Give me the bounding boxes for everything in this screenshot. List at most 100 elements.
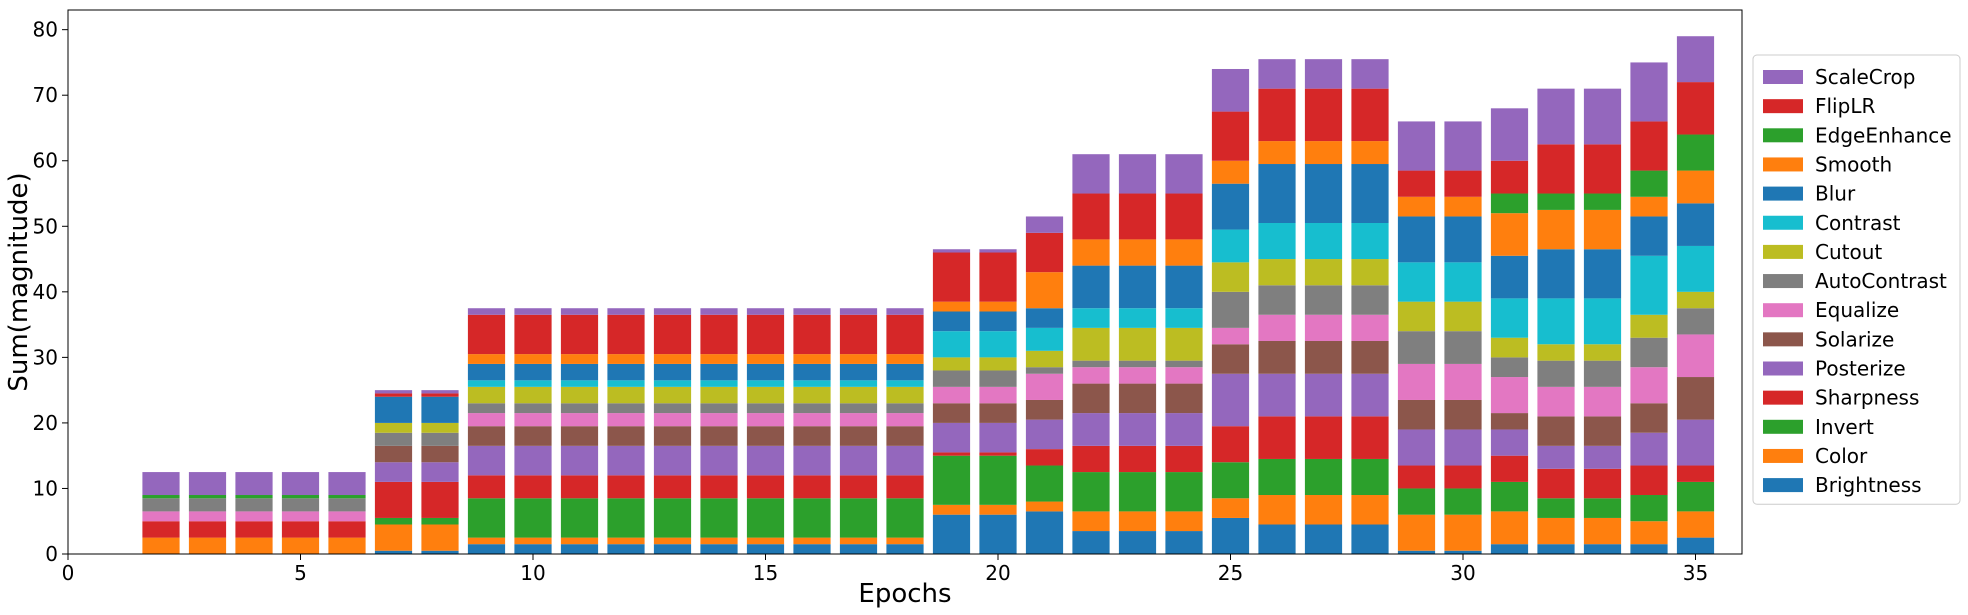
bar-segment — [1211, 498, 1250, 518]
bar-segment — [793, 498, 831, 538]
bar-segment — [467, 537, 506, 545]
bar-segment — [1537, 386, 1575, 417]
bar-segment — [886, 537, 924, 545]
bar-segment — [1118, 413, 1157, 446]
bar-segment — [421, 462, 459, 482]
bar-segment — [1537, 344, 1575, 361]
bar-segment — [932, 452, 971, 456]
legend-label: Cutout — [1815, 240, 1882, 264]
bar-segment — [1630, 314, 1668, 338]
bar-segment — [1072, 531, 1110, 554]
x-tick-label: 20 — [985, 561, 1010, 585]
bar-segment — [421, 390, 459, 394]
bar-segment — [1351, 416, 1389, 459]
x-tick-label: 30 — [1450, 561, 1475, 585]
bar-segment — [886, 413, 924, 427]
bar-segment — [746, 544, 785, 554]
bar-segment — [1258, 524, 1296, 554]
bar-segment — [560, 537, 599, 545]
bar-segment — [1258, 416, 1296, 459]
bar-segment — [607, 354, 645, 364]
bar-segment — [1304, 524, 1343, 554]
bar-segment — [700, 363, 738, 381]
bar-segment — [746, 537, 785, 545]
y-tick-label: 20 — [33, 411, 58, 435]
bar-segment — [746, 380, 785, 387]
bar-segment — [1676, 465, 1715, 482]
bar-segment — [1165, 472, 1203, 512]
bar-segment — [1676, 308, 1715, 335]
bar-segment — [1676, 134, 1715, 171]
bar-segment — [1490, 377, 1529, 414]
bar-segment — [1444, 301, 1482, 332]
bar-segment — [746, 354, 785, 364]
bar-segment — [1351, 285, 1389, 315]
bar-segment — [1258, 340, 1296, 374]
bar-segment — [1490, 413, 1529, 430]
bar-segment — [1351, 373, 1389, 417]
bar-segment — [1444, 550, 1482, 554]
bar-segment — [1630, 170, 1668, 197]
bar-segment — [1165, 445, 1203, 473]
bar-segment — [1258, 285, 1296, 315]
bar-segment — [514, 498, 552, 538]
bar-segment — [607, 544, 645, 554]
bar-segment — [1676, 36, 1715, 83]
bar-segment — [1630, 367, 1668, 404]
bar-segment — [1211, 160, 1250, 184]
bar-segment — [374, 422, 413, 433]
bar-segment — [560, 403, 599, 414]
bar-segment — [979, 514, 1017, 554]
bar-segment — [653, 386, 692, 404]
bar-segment — [421, 517, 459, 525]
bar-segment — [1211, 373, 1250, 427]
bar-segment — [700, 386, 738, 404]
bar-segment — [793, 475, 831, 499]
bar-segment — [1490, 255, 1529, 299]
bar-segment — [188, 472, 227, 496]
bar-segment — [1397, 196, 1436, 217]
bar-segment — [1072, 265, 1110, 309]
bar-segment — [374, 393, 413, 397]
bar-segment — [1676, 377, 1715, 420]
bar-segment — [700, 426, 738, 446]
legend-swatch — [1763, 332, 1803, 347]
bar-segment — [188, 537, 227, 554]
bar-segment — [1211, 291, 1250, 328]
bar-segment — [1630, 196, 1668, 217]
bar-segment — [421, 524, 459, 551]
legend-label: Blur — [1815, 182, 1856, 206]
legend-label: Invert — [1815, 415, 1874, 439]
bar-segment — [886, 380, 924, 387]
bar-segment — [607, 475, 645, 499]
bar-segment — [374, 517, 413, 525]
bar-segment — [839, 475, 878, 499]
bar-segment — [1630, 403, 1668, 433]
bar-segment — [932, 357, 971, 371]
bar-segment — [1025, 216, 1064, 233]
bar-segment — [328, 495, 366, 499]
bar-segment — [979, 249, 1017, 253]
bar-segment — [560, 354, 599, 364]
bar-segment — [421, 481, 459, 518]
bar-segment — [932, 403, 971, 423]
bar-segment — [607, 426, 645, 446]
bar-segment — [421, 393, 459, 397]
bar-segment — [1537, 498, 1575, 518]
bar-segment — [886, 363, 924, 381]
bar-segment — [886, 314, 924, 355]
bar-segment — [188, 498, 227, 512]
bar-segment — [467, 314, 506, 355]
bar-segment — [1165, 239, 1203, 266]
bar-segment — [1397, 331, 1436, 364]
bar-segment — [1676, 334, 1715, 378]
bar-segment — [1397, 301, 1436, 332]
legend-label: Solarize — [1815, 327, 1894, 351]
bar-segment — [1072, 154, 1110, 194]
legend-swatch — [1763, 157, 1803, 172]
bar-segment — [1211, 344, 1250, 374]
x-tick-label: 25 — [1218, 561, 1243, 585]
bar-segment — [793, 386, 831, 404]
bar-segment — [235, 537, 273, 554]
bar-segment — [1537, 144, 1575, 194]
